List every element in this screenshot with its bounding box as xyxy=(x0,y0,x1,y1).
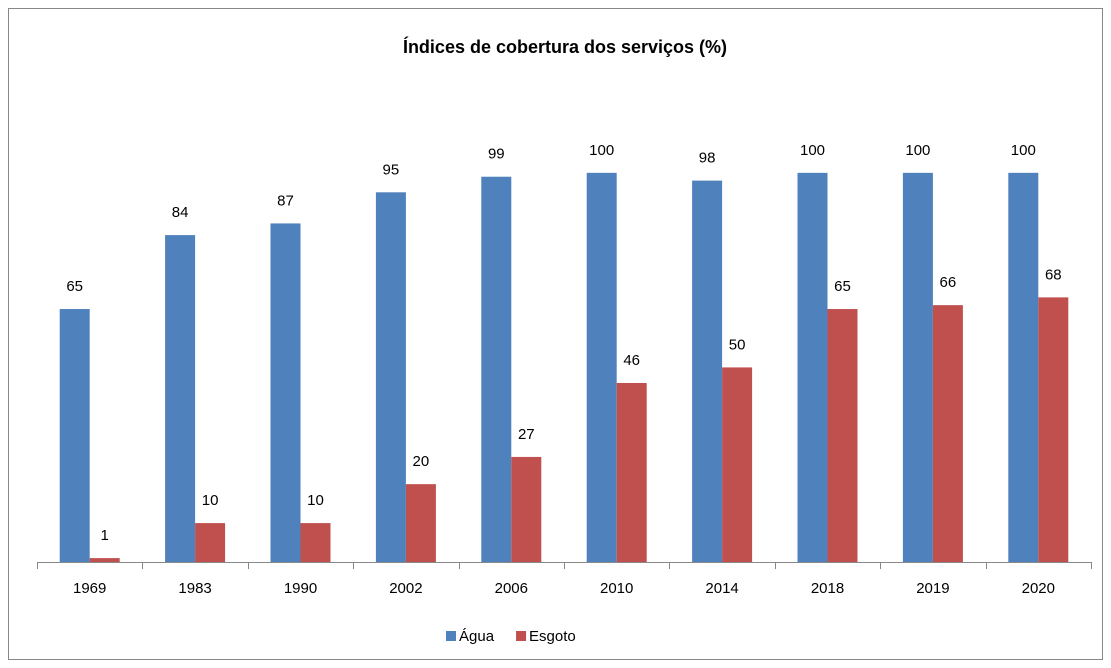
x-tick-label: 1990 xyxy=(284,580,317,597)
x-tick-label: 2020 xyxy=(1022,580,1055,597)
bar xyxy=(405,484,436,562)
bar xyxy=(692,180,723,562)
data-label: 98 xyxy=(699,150,716,167)
data-label: 87 xyxy=(277,192,294,209)
legend-label: Esgoto xyxy=(529,628,576,645)
bar xyxy=(195,523,226,562)
bar xyxy=(586,172,617,563)
bar xyxy=(932,305,963,562)
x-tick-label: 2018 xyxy=(811,580,844,597)
bar xyxy=(481,176,512,562)
data-label: 100 xyxy=(1011,142,1036,159)
legend-label: Água xyxy=(459,628,495,645)
chart-title: Índices de cobertura dos serviços (%) xyxy=(403,36,727,57)
bar xyxy=(616,382,647,562)
data-label: 46 xyxy=(623,352,640,369)
bar xyxy=(89,558,120,562)
bar xyxy=(375,192,406,562)
x-tick-label: 2006 xyxy=(495,580,528,597)
data-label: 27 xyxy=(518,426,535,443)
legend-swatch xyxy=(516,631,527,641)
bar xyxy=(270,223,301,563)
bar xyxy=(1008,172,1039,563)
data-label: 10 xyxy=(307,492,324,509)
bar xyxy=(59,309,90,562)
bar xyxy=(1038,297,1069,562)
data-label: 66 xyxy=(940,274,957,291)
data-label: 100 xyxy=(905,142,930,159)
data-label: 50 xyxy=(729,336,746,353)
data-label: 100 xyxy=(589,142,614,159)
bar xyxy=(511,456,542,562)
bar xyxy=(722,367,753,562)
legend-swatch xyxy=(446,631,456,641)
x-tick-label: 1969 xyxy=(73,580,106,597)
data-label: 68 xyxy=(1045,266,1062,283)
data-label: 20 xyxy=(413,453,430,470)
x-tick-label: 2014 xyxy=(705,580,738,597)
x-tick-label: 1983 xyxy=(178,580,211,597)
bar xyxy=(300,523,331,562)
data-label: 65 xyxy=(66,278,83,295)
data-label: 10 xyxy=(202,492,219,509)
data-label: 100 xyxy=(800,142,825,159)
x-tick-label: 2019 xyxy=(916,580,949,597)
bar xyxy=(165,235,196,562)
data-label: 95 xyxy=(383,161,400,178)
data-label: 65 xyxy=(834,278,851,295)
bar xyxy=(827,309,858,562)
bar xyxy=(797,172,828,563)
data-label: 1 xyxy=(101,527,109,544)
data-label: 99 xyxy=(488,146,505,163)
x-tick-label: 2010 xyxy=(600,580,633,597)
data-label: 84 xyxy=(172,204,189,221)
bar xyxy=(902,172,933,563)
x-tick-label: 2002 xyxy=(389,580,422,597)
